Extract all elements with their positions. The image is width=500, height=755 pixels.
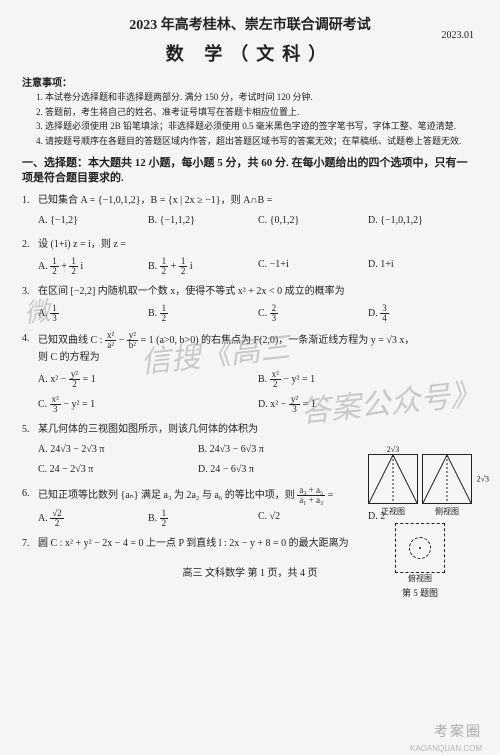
question-1: 1. 已知集合 A = {−1,0,1,2}，B = {x | 2x ≥ −1}… <box>22 193 478 229</box>
q1-text: 已知集合 A = {−1,0,1,2}，B = {x | 2x ≥ −1}，则 … <box>38 193 478 209</box>
top-view-box <box>395 523 445 573</box>
exam-title: 2023 年高考桂林、崇左市联合调研考试 <box>22 14 478 34</box>
q2-number: 2. <box>22 237 38 253</box>
exam-date: 2023.01 <box>442 30 475 41</box>
q3-number: 3. <box>22 284 38 300</box>
q1-opt-b: B. {−1,1,2} <box>148 213 258 229</box>
q5-opt-a: A. 24√3 − 2√3 π <box>38 442 198 458</box>
bottom-link: KAOANQUAN.COM <box>410 744 482 753</box>
q1-opt-a: A. {−1,2} <box>38 213 148 229</box>
q4-number: 4. <box>22 331 38 366</box>
notice-item: 1. 本试卷分选择题和非选择题两部分. 满分 150 分，考试时间 120 分钟… <box>36 91 478 105</box>
opt-label: A. <box>38 261 50 272</box>
side-view-box: 2√3 <box>422 454 472 504</box>
q2-text: 设 (1+i) z = i，则 z = <box>38 237 478 253</box>
q3-opt-b: B. 12 <box>148 304 258 323</box>
q5-opt-b: B. 24√3 − 6√3 π <box>198 442 358 458</box>
q2-opt-b: B. 12 + 12 i <box>148 257 258 276</box>
q3-opt-c: C. 23 <box>258 304 368 323</box>
q3-opt-d: D. 34 <box>368 304 478 323</box>
q7-number: 7. <box>22 536 38 552</box>
q6-opt-c: C. √2 <box>258 509 368 528</box>
circle-icon <box>409 537 431 559</box>
q4-opt-c: C. x²3 − y² = 1 <box>38 395 258 414</box>
dim-side: 2√3 <box>477 475 489 484</box>
q6-opt-a: A. √22 <box>38 509 148 528</box>
q5-figure: 2√3 2√3 正视图 侧视图 俯视图 第 5 题图 <box>362 454 478 599</box>
figure-caption: 第 5 题图 <box>362 586 478 599</box>
q5-number: 5. <box>22 422 38 438</box>
q2-opt-c: C. −1+i <box>258 257 368 276</box>
front-view-box: 2√3 <box>368 454 418 504</box>
notice-item: 3. 选择题必须使用 2B 铅笔填涂；非选择题必须使用 0.5 毫米黑色字迹的签… <box>36 120 478 134</box>
q4-opt-a: A. x² − y²2 = 1 <box>38 370 258 389</box>
bottom-watermark: 考案圈 <box>434 721 482 741</box>
front-view-label: 正视图 <box>368 506 418 517</box>
q2-opt-a: A. 12 + 12 i <box>38 257 148 276</box>
q5-text: 某几何体的三视图如图所示，则该几何体的体积为 <box>38 422 358 438</box>
triangle-icon <box>369 455 417 503</box>
q3-text: 在区间 [−2,2] 内随机取一个数 x，使得不等式 x² + 2x < 0 成… <box>38 284 478 300</box>
notice-list: 1. 本试卷分选择题和非选择题两部分. 满分 150 分，考试时间 120 分钟… <box>22 91 478 148</box>
q5-opt-d: D. 24 − 6√3 π <box>198 462 358 478</box>
q4-opt-b: B. x²2 − y² = 1 <box>258 370 478 389</box>
notice-item: 4. 请按题号顺序在各题目的答题区域内作答，超出答题区域书写的答案无效；在草稿纸… <box>36 135 478 149</box>
top-view-label: 俯视图 <box>362 573 478 584</box>
q1-opt-c: C. {0,1,2} <box>258 213 368 229</box>
q1-number: 1. <box>22 193 38 209</box>
q4-text: 已知双曲线 C : x²a² − y²b² = 1 (a>0, b>0) 的右焦… <box>38 331 478 366</box>
notice-item: 2. 答题前，考生将自己的姓名、准考证号填写在答题卡相应位置上. <box>36 106 478 120</box>
q2-opt-d: D. 1+i <box>368 257 478 276</box>
q1-opt-d: D. {−1,0,1,2} <box>368 213 478 229</box>
q3-opt-a: A. 13 <box>38 304 148 323</box>
question-3: 3. 在区间 [−2,2] 内随机取一个数 x，使得不等式 x² + 2x < … <box>22 284 478 323</box>
section-1-title: 一、选择题：本大题共 12 小题，每小题 5 分，共 60 分. 在每小题给出的… <box>22 156 478 187</box>
triangle-icon <box>423 455 471 503</box>
dim-top: 2√3 <box>369 445 417 454</box>
notice-label: 注意事项： <box>22 74 478 89</box>
q4-opt-d: D. x² − y²3 = 1 <box>258 395 478 414</box>
q5-opt-c: C. 24 − 2√3 π <box>38 462 198 478</box>
side-view-label: 侧视图 <box>422 506 472 517</box>
subject-title: 数 学（文科） <box>22 40 478 66</box>
q6-number: 6. <box>22 486 38 505</box>
question-2: 2. 设 (1+i) z = i，则 z = A. 12 + 12 i B. 1… <box>22 237 478 276</box>
q6-opt-b: B. 12 <box>148 509 258 528</box>
question-4: 4. 已知双曲线 C : x²a² − y²b² = 1 (a>0, b>0) … <box>22 331 478 414</box>
